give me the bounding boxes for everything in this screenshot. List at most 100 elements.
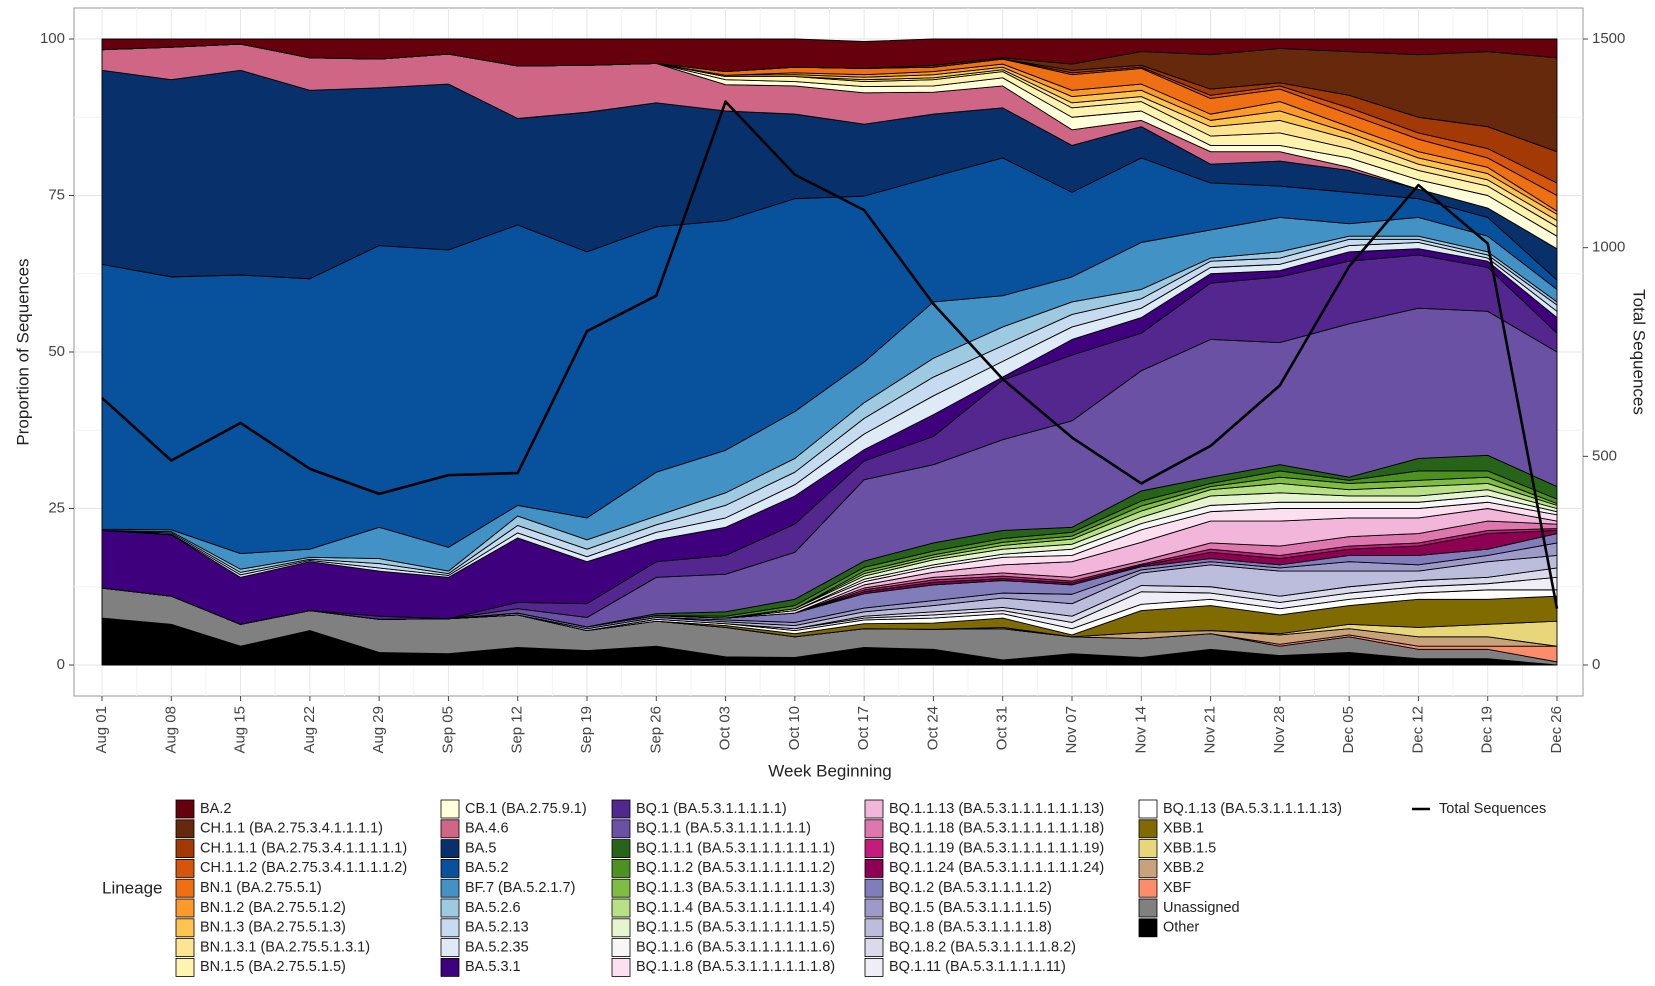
legend-label: Unassigned [1163,900,1240,916]
legend-label: BQ.1.2 (BA.5.3.1.1.1.1.2) [889,880,1052,896]
x-tick-label: Nov 07 [1063,706,1080,754]
y-axis-title: Proportion of Sequences [13,258,32,445]
legend-label: BA.5.2.6 [465,900,521,916]
y-tick-label: 50 [48,343,65,360]
x-tick-label: Oct 31 [994,706,1011,750]
legend-swatch [440,918,460,938]
y2-tick-label: 1500 [1592,30,1625,47]
y2-tick-label: 500 [1592,447,1617,464]
legend-label: BA.5 [465,840,496,856]
legend-label: CH.1.1.2 (BA.2.75.3.4.1.1.1.1.2) [200,860,407,876]
x-tick-label: Dec 19 [1479,706,1496,754]
legend-label: BQ.1.1.4 (BA.5.3.1.1.1.1.1.1.4) [636,900,835,916]
legend-label: BQ.1.1.24 (BA.5.3.1.1.1.1.1.1.24) [889,860,1104,876]
legend-label: BN.1.3 (BA.2.75.5.1.3) [200,920,346,936]
legend-swatch [1138,898,1158,918]
legend-label: BA.2 [200,801,231,817]
legend-swatch [864,958,884,977]
legend-swatch [864,819,884,839]
x-tick-label: Oct 10 [786,706,803,750]
x-tick-label: Aug 29 [370,706,387,754]
y-tick-label: 25 [48,499,65,516]
legend-label: BQ.1.1.6 (BA.5.3.1.1.1.1.1.1.6) [636,939,835,955]
legend-title: Lineage [102,878,163,897]
legend-label: BQ.1.8 (BA.5.3.1.1.1.1.8) [889,920,1052,936]
x-tick-label: Nov 14 [1132,706,1149,754]
legend-swatch [611,878,631,898]
legend-swatch [440,898,460,918]
x-tick-label: Oct 17 [855,706,872,750]
legend-swatch [611,958,631,977]
legend-swatch [1138,859,1158,878]
legend-label: BQ.1.1.13 (BA.5.3.1.1.1.1.1.1.13) [889,801,1104,817]
legend-swatch [611,859,631,878]
legend-swatch [1138,819,1158,839]
legend-label: BA.5.3.1 [465,959,521,975]
legend-swatch [1138,839,1158,858]
legend-label: BQ.1.8.2 (BA.5.3.1.1.1.1.8.2) [889,939,1076,955]
y-tick-label: 100 [40,30,65,47]
legend-label: BQ.1.1.2 (BA.5.3.1.1.1.1.1.1.2) [636,860,835,876]
legend-label: Other [1163,920,1199,936]
line [101,100,1559,609]
legend-label: CH.1.1.1 (BA.2.75.3.4.1.1.1.1.1) [200,840,407,856]
legend-swatch [611,799,631,819]
legend-swatch [864,938,884,957]
legend-label: BA.5.2.13 [465,920,529,936]
legend-label: XBB.1.5 [1163,840,1216,856]
y-tick-label: 75 [48,186,65,203]
legend-label: BA.5.2 [465,860,509,876]
legend-swatch [864,859,884,878]
legend-swatch [175,799,195,819]
legend-label: BQ.1.11 (BA.5.3.1.1.1.1.11) [889,959,1066,975]
x-tick-label: Sep 19 [578,706,595,754]
x-tick-label: Sep 12 [509,706,526,754]
areas [101,38,1558,666]
legend-swatch [611,918,631,938]
area [101,38,1558,73]
legend-swatch [864,878,884,898]
legend-swatch [611,839,631,858]
legend-label: BQ.1.1.1 (BA.5.3.1.1.1.1.1.1.1) [636,840,835,856]
x-tick-label: Dec 26 [1548,706,1565,754]
legend-swatch [611,938,631,957]
legend-label: CH.1.1 (BA.2.75.3.4.1.1.1.1) [200,821,383,837]
x-tick-label: Dec 12 [1409,706,1426,754]
legend-swatch [611,898,631,918]
legend-swatch [864,918,884,938]
legend-label: BQ.1.1.19 (BA.5.3.1.1.1.1.1.1.19) [889,840,1104,856]
y2-tick-label: 0 [1592,656,1600,673]
legend-swatch [864,898,884,918]
x-tick-label: Aug 15 [232,706,249,754]
legend-swatch [175,819,195,839]
legend-label: BQ.1 (BA.5.3.1.1.1.1.1) [636,801,787,817]
y2-axis-title: Total Sequences [1630,289,1649,415]
legend-label: BQ.1.13 (BA.5.3.1.1.1.1.13) [1163,801,1342,817]
legend-swatch [175,898,195,918]
legend-label: BA.4.6 [465,821,509,837]
legend-label: BN.1.3.1 (BA.2.75.5.1.3.1) [200,939,370,955]
x-tick-label: Oct 03 [717,706,734,750]
x-tick-label: Oct 24 [924,706,941,750]
legend-swatch [440,819,460,839]
legend-swatch [440,799,460,819]
legend-label: XBB.2 [1163,860,1204,876]
legend-label: BQ.1.1.18 (BA.5.3.1.1.1.1.1.1.18) [889,821,1104,837]
legend-swatch [1138,918,1158,938]
x-tick-label: Aug 01 [93,706,110,754]
legend-swatch [864,799,884,819]
legend-swatch [175,958,195,977]
x-axis-title: Week Beginning [768,761,892,780]
y2-tick-label: 1000 [1592,239,1625,256]
legend-swatch [611,819,631,839]
legend-swatch [175,839,195,858]
legend-swatch [175,918,195,938]
legend-swatch [175,859,195,878]
legend-swatch [1138,878,1158,898]
legend-label: BQ.1.1.8 (BA.5.3.1.1.1.1.1.1.8) [636,959,835,975]
x-tick-label: Dec 05 [1340,706,1357,754]
legend-label: BA.5.2.35 [465,939,529,955]
legend-label: Total Sequences [1439,801,1546,817]
legend-swatch [175,878,195,898]
